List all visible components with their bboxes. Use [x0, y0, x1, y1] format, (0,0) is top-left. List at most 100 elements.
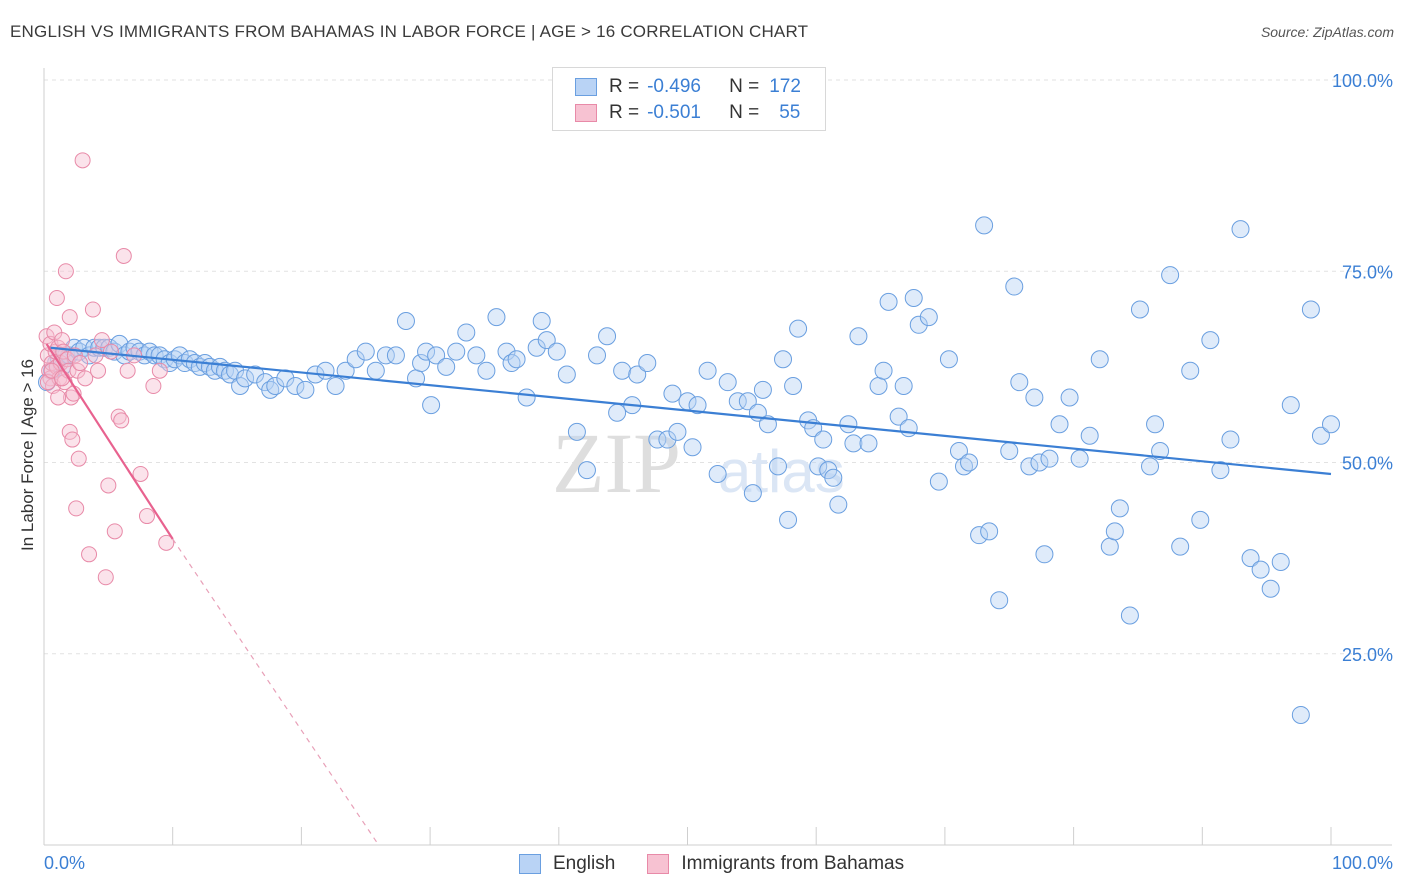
point-english [336, 361, 355, 380]
point-english [829, 495, 848, 514]
point-english [1060, 388, 1079, 407]
trend-line-bahamas-extension [172, 538, 380, 846]
point-english [1050, 415, 1069, 434]
legend-n-value-bahamas: 55 [779, 102, 801, 123]
point-english [1211, 461, 1230, 480]
point-english [266, 377, 285, 395]
point-english [849, 327, 868, 346]
point-english [1171, 537, 1190, 556]
point-english [1161, 266, 1180, 285]
point-bahamas [119, 362, 136, 379]
point-english [145, 346, 164, 365]
point-bahamas [68, 500, 85, 517]
point-english [1020, 457, 1039, 476]
trend-lines [45, 343, 1332, 846]
legend-n-value-english: 172 [769, 76, 801, 97]
point-english [567, 422, 586, 441]
point-english [970, 526, 989, 545]
legend-label-english: English [553, 853, 616, 874]
point-english [1151, 442, 1170, 461]
point-english [1301, 300, 1320, 319]
point-bahamas [106, 523, 123, 540]
y-tick-label: 100.0% [1332, 71, 1393, 91]
point-english [497, 342, 516, 361]
series-legend: English Immigrants from Bahamas [519, 853, 936, 875]
point-bahamas [81, 546, 98, 563]
point-english [557, 365, 576, 384]
point-english [1141, 457, 1160, 476]
point-english [889, 407, 908, 426]
point-english [1040, 449, 1059, 468]
trend-line-english [50, 346, 1332, 476]
legend-swatch-english [575, 78, 597, 96]
point-english [236, 369, 255, 388]
point-english [718, 373, 737, 392]
point-english [1281, 396, 1300, 415]
correlation-legend: R = -0.496 N = 172 R = -0.501 N = 55 [552, 67, 826, 131]
point-english [487, 308, 506, 327]
point-english [743, 484, 762, 503]
legend-r-label: R = [609, 76, 640, 97]
point-english [929, 472, 948, 491]
point-english [784, 377, 803, 395]
point-english [412, 354, 431, 373]
point-bahamas [102, 343, 119, 360]
point-english [975, 216, 994, 235]
point-bahamas [151, 362, 168, 379]
point-bahamas [145, 378, 162, 394]
point-english [1035, 545, 1054, 564]
watermark: ZIP atlas [552, 415, 845, 511]
tick-labels: 100.0% 75.0% 50.0% 25.0% 0.0% 100.0% [44, 71, 1393, 873]
point-bahamas [113, 412, 130, 429]
point-english [1241, 549, 1260, 568]
point-english [844, 434, 863, 453]
point-english [1221, 430, 1240, 449]
point-english [1146, 415, 1165, 434]
point-english [1100, 537, 1119, 556]
point-english [396, 311, 415, 330]
point-english [698, 361, 717, 380]
point-english [824, 468, 843, 487]
point-english [547, 342, 566, 361]
point-bahamas [59, 351, 76, 368]
point-english [608, 403, 627, 422]
series-english-points [38, 216, 1340, 724]
point-english [1090, 350, 1109, 369]
point-bahamas [138, 508, 155, 525]
y-tick-label: 75.0% [1342, 262, 1393, 282]
point-english [507, 350, 526, 369]
point-english [532, 311, 551, 330]
legend-item-english: English [519, 853, 615, 875]
point-english [422, 396, 441, 415]
point-bahamas [70, 450, 87, 467]
point-english [638, 354, 657, 373]
point-english [376, 346, 395, 365]
point-english [1322, 415, 1340, 434]
point-english [1191, 510, 1210, 529]
point-english [613, 361, 632, 380]
point-english [869, 377, 888, 395]
point-bahamas [158, 534, 175, 551]
point-english [1130, 300, 1149, 319]
point-bahamas [48, 290, 65, 307]
point-english [326, 377, 345, 395]
x-tick-label: 100.0% [1332, 853, 1393, 873]
point-english [668, 422, 687, 441]
point-english [939, 350, 958, 369]
point-english [894, 377, 913, 395]
point-english [774, 350, 793, 369]
legend-swatch-english [519, 854, 541, 874]
point-english [728, 392, 747, 411]
point-english [286, 377, 305, 395]
point-bahamas [100, 477, 117, 494]
point-english [919, 308, 938, 327]
axes [43, 68, 1392, 846]
point-english [447, 342, 466, 361]
legend-n-label: N = [729, 102, 760, 123]
point-bahamas [115, 247, 132, 264]
point-english [1000, 442, 1019, 461]
point-bahamas [61, 309, 78, 326]
point-english [789, 319, 808, 338]
point-english [960, 453, 979, 472]
